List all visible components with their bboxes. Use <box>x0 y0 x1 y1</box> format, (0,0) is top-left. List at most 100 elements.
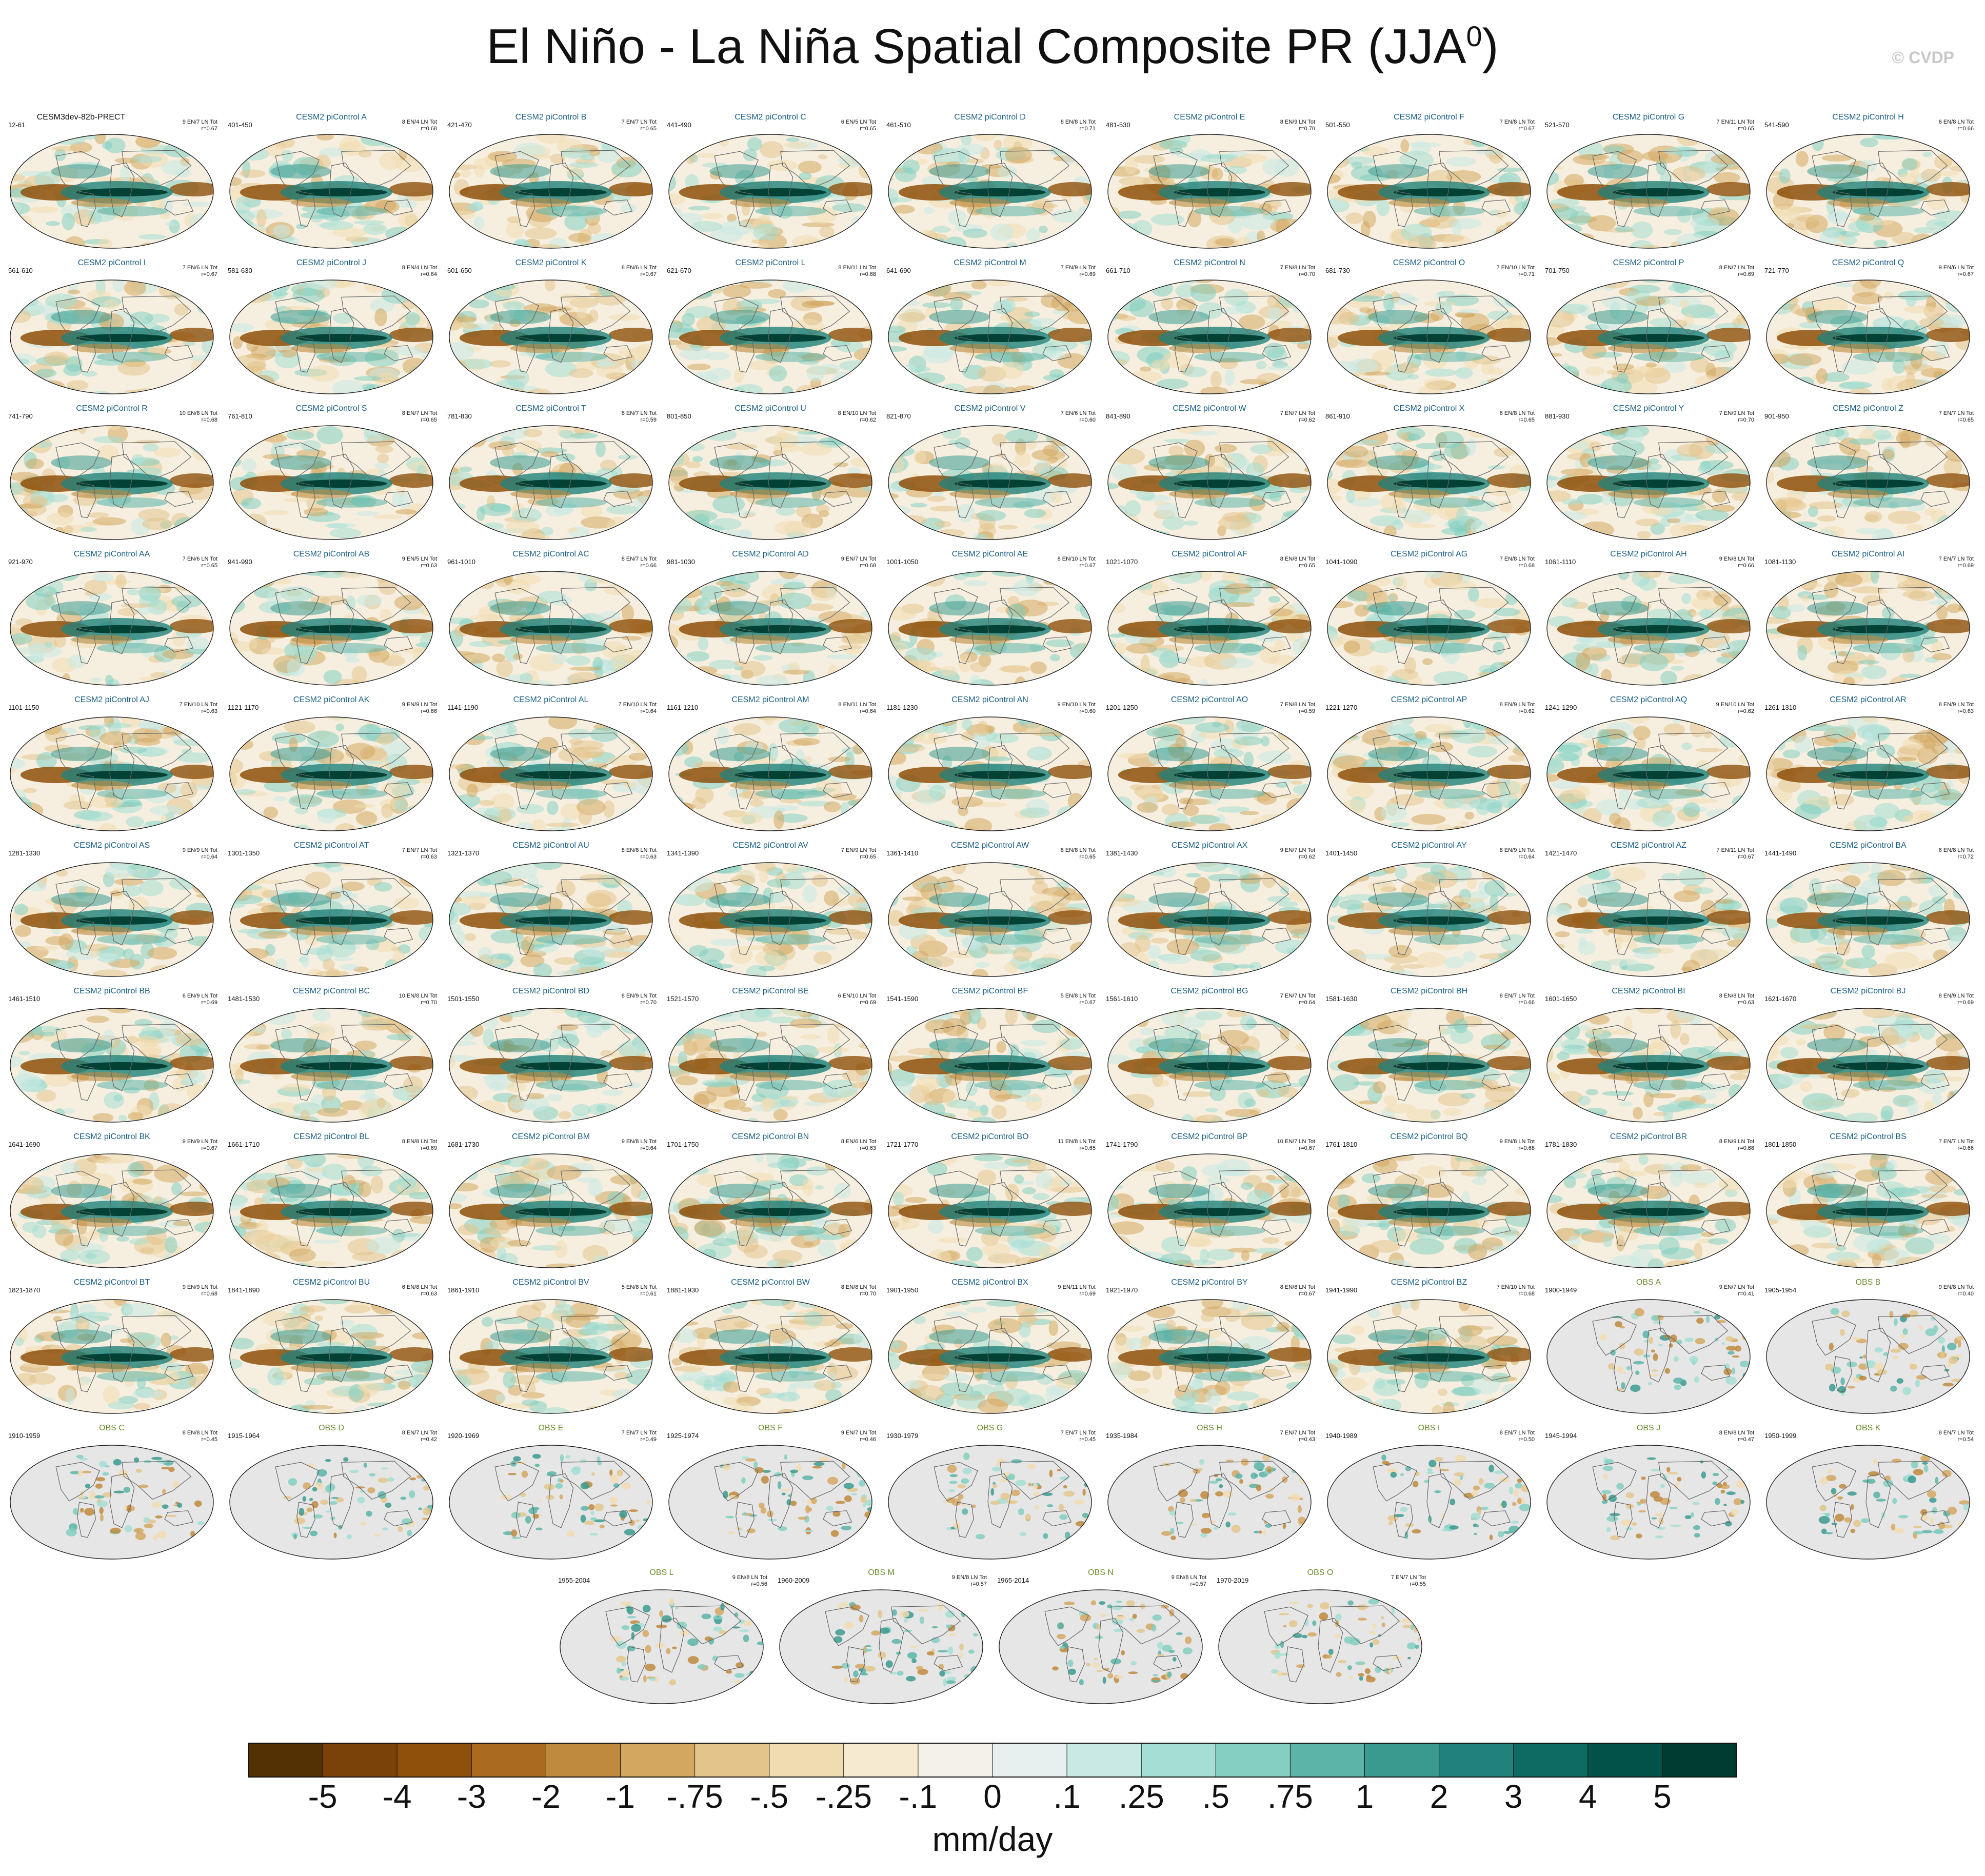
panel-stats: 7 EN/10 LN Tot r=0.63 <box>180 702 217 714</box>
colorbar-tick-label: -.25 <box>815 1778 872 1815</box>
panel-years: 1021-1070 <box>1106 558 1138 566</box>
panel-years: 1041-1090 <box>1325 558 1358 566</box>
panel-years: 1461-1510 <box>8 995 41 1003</box>
map-plot <box>229 280 433 394</box>
panel-years: 1925-1974 <box>667 1432 699 1440</box>
panel-title: CESM2 piControl X <box>1393 404 1465 413</box>
panel-stats: 7 EN/7 LN Tot r=0.63 <box>402 847 437 860</box>
panel-event-count: 9 EN/9 LN Tot <box>182 1139 217 1145</box>
panel-event-count: 8 EN/10 LN Tot <box>838 410 876 416</box>
panel-stats: 9 EN/7 LN Tot r=0.67 <box>183 119 217 132</box>
colorbar-tick-label: -2 <box>531 1778 561 1815</box>
panel-stats: 6 EN/8 LN Tot r=0.65 <box>1500 410 1535 423</box>
map-panel: CESM2 piControl H 541-590 6 EN/8 LN Tot r=0… <box>1760 110 1976 254</box>
panel-event-count: 6 EN/8 LN Tot <box>1499 410 1535 416</box>
panel-stats: 9 EN/9 LN Tot r=0.66 <box>402 702 437 714</box>
map-plot <box>229 1299 433 1414</box>
map-panel: CESM2 piControl AP 1221-1270 8 EN/9 LN Tot… <box>1321 692 1537 837</box>
panel-years: 961-1010 <box>447 558 475 566</box>
panel-correlation: r=0.69 <box>421 1145 438 1151</box>
panel-correlation: r=0.68 <box>1518 1290 1535 1297</box>
colorbar-swatch <box>992 1743 1067 1778</box>
panel-stats: 6 EN/8 LN Tot r=0.72 <box>1939 847 1974 860</box>
panel-title: CESM2 piControl G <box>1612 113 1685 122</box>
map-plot <box>229 1008 433 1123</box>
panel-correlation: r=0.63 <box>640 853 657 860</box>
panel-event-count: 7 EN/9 LN Tot <box>1060 265 1096 271</box>
panel-stats: 8 EN/7 LN Tot r=0.54 <box>1939 1430 1974 1443</box>
panel-event-count: 6 EN/9 LN Tot <box>182 993 217 999</box>
panel-event-count: 9 EN/8 LN Tot <box>1499 1139 1535 1145</box>
panel-years: 1281-1330 <box>8 849 41 857</box>
map-plot <box>449 1153 653 1268</box>
map-plot <box>449 571 653 686</box>
panel-event-count: 8 EN/4 LN Tot <box>402 265 437 271</box>
panel-stats: 7 EN/9 LN Tot r=0.65 <box>841 847 876 860</box>
map-panel: CESM2 piControl AN 1181-1230 9 EN/10 LN To… <box>882 692 1098 837</box>
map-panel: CESM2 piControl BY 1921-1970 8 EN/8 LN Tot… <box>1102 1275 1317 1420</box>
panel-correlation: r=0.67 <box>1738 853 1755 860</box>
map-panel: CESM2 piControl AA 921-970 7 EN/6 LN Tot r=… <box>4 547 220 691</box>
panel-correlation: r=0.57 <box>1190 1581 1207 1587</box>
panel-event-count: 6 EN/8 LN Tot <box>1938 119 1974 125</box>
panel-event-count: 7 EN/6 LN Tot <box>1060 410 1096 416</box>
map-panel: CESM2 piControl BN 1701-1750 8 EN/6 LN Tot… <box>663 1129 878 1274</box>
panel-stats: 7 EN/6 LN Tot r=0.65 <box>183 556 217 569</box>
map-panel: CESM2 piControl BI 1601-1650 8 EN/8 LN Tot… <box>1541 984 1756 1128</box>
map-panel: CESM2 piControl P 701-750 8 EN/7 LN Tot r=0… <box>1541 255 1756 400</box>
panel-event-count: 7 EN/7 LN Tot <box>1938 556 1974 562</box>
map-panel: CESM2 piControl AI 1081-1130 7 EN/7 LN Tot… <box>1760 547 1976 691</box>
map-panel: CESM2 piControl AV 1341-1390 7 EN/9 LN Tot… <box>663 838 878 983</box>
panel-stats: 7 EN/10 LN Tot r=0.71 <box>1497 265 1535 277</box>
colorbar-swatch <box>694 1743 770 1778</box>
map-plot <box>229 1445 433 1560</box>
panel-stats: 7 EN/7 LN Tot r=0.66 <box>1939 1139 1974 1151</box>
map-plot <box>1546 862 1751 977</box>
panel-correlation: r=0.68 <box>1518 562 1535 569</box>
panel-stats: 8 EN/7 LN Tot r=0.66 <box>622 556 657 569</box>
panel-title: CESM2 piControl N <box>1174 258 1245 267</box>
panel-title: CESM2 piControl AC <box>512 550 589 558</box>
panel-event-count: 6 EN/5 LN Tot <box>841 119 876 125</box>
panel-years: 1781-1830 <box>1545 1141 1577 1148</box>
colorbar-swatch <box>1216 1743 1291 1778</box>
panel-title: CESM2 piControl BY <box>1171 1278 1248 1287</box>
map-panel: CESM2 piControl AH 1061-1110 9 EN/8 LN Tot… <box>1541 547 1756 691</box>
panel-correlation: r=0.69 <box>201 999 218 1006</box>
panel-event-count: 9 EN/7 LN Tot <box>841 1430 876 1436</box>
panel-stats: 8 EN/8 LN Tot r=0.63 <box>1719 993 1754 1006</box>
map-plot <box>668 280 872 394</box>
panel-correlation: r=0.63 <box>201 708 218 714</box>
panel-stats: 9 EN/8 LN Tot r=0.40 <box>1939 1284 1974 1297</box>
panel-correlation: r=0.57 <box>970 1581 987 1587</box>
panel-title: CESM2 piControl AZ <box>1611 841 1686 850</box>
map-panel: CESM2 piControl W 841-890 7 EN/7 LN Tot r=0… <box>1102 401 1317 546</box>
panel-stats: 9 EN/10 LN Tot r=0.62 <box>1716 702 1754 714</box>
panel-years: 941-990 <box>228 558 252 566</box>
map-plot <box>449 1445 653 1560</box>
map-plot <box>1327 716 1531 831</box>
panel-correlation: r=0.60 <box>1079 708 1096 714</box>
map-panel: CESM2 piControl AF 1021-1070 8 EN/8 LN Tot… <box>1102 547 1317 691</box>
panel-stats: 9 EN/7 LN Tot r=0.68 <box>841 556 876 569</box>
map-plot <box>888 1299 1092 1414</box>
panel-event-count: 7 EN/10 LN Tot <box>179 702 217 708</box>
panel-stats: 10 EN/7 LN Tot r=0.67 <box>1277 1139 1315 1151</box>
panel-stats: 7 EN/11 LN Tot r=0.65 <box>1716 119 1754 132</box>
colorbar-units: mm/day <box>932 1820 1053 1858</box>
panel-stats: 7 EN/6 LN Tot r=0.60 <box>1061 410 1096 423</box>
panel-years: 1621-1670 <box>1764 995 1797 1003</box>
panel-years: 681-730 <box>1325 267 1350 274</box>
panel-correlation: r=0.65 <box>201 562 218 569</box>
panel-event-count: 8 EN/8 LN Tot <box>402 1139 437 1145</box>
panel-title: CESM2 piControl BJ <box>1830 987 1906 995</box>
panel-event-count: 8 EN/6 LN Tot <box>841 1139 876 1145</box>
panel-stats: 6 EN/10 LN Tot r=0.69 <box>838 993 876 1006</box>
panel-stats: 9 EN/8 LN Tot r=0.56 <box>732 1574 767 1587</box>
panel-title: OBS H <box>1197 1424 1222 1432</box>
map-plot <box>10 280 214 394</box>
panel-event-count: 9 EN/10 LN Tot <box>1057 702 1096 708</box>
panel-title: CESM2 piControl T <box>515 404 586 413</box>
map-panel: OBS I 1940-1989 8 EN/7 LN Tot r=0.50 <box>1321 1421 1537 1565</box>
panel-years: 421-470 <box>447 121 472 129</box>
